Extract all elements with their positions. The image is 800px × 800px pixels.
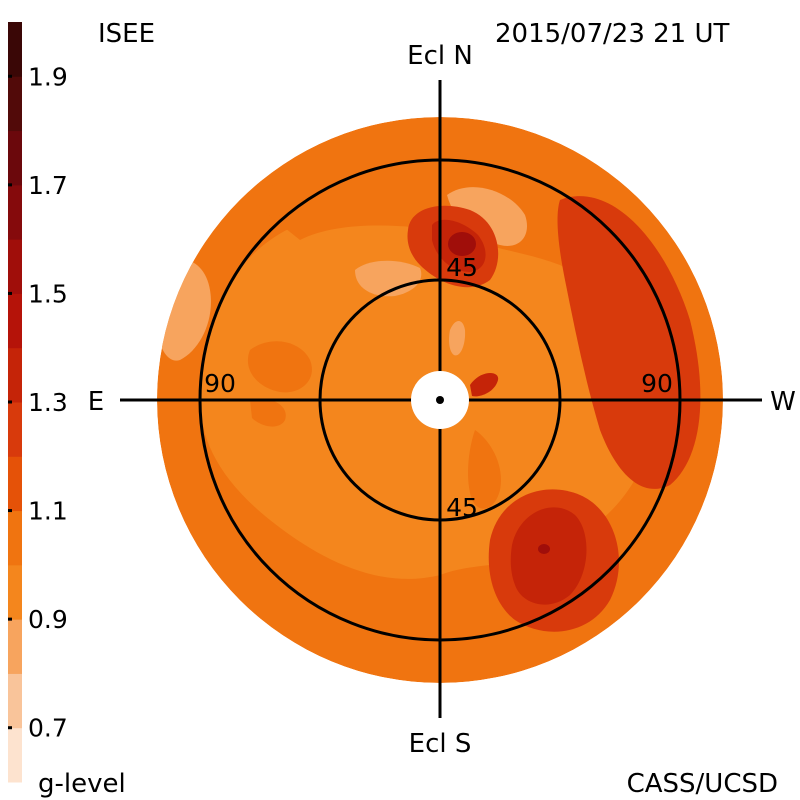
colorbar-tick-label: 0.9 <box>28 605 68 634</box>
map-region <box>470 373 499 397</box>
map-region <box>468 430 501 509</box>
org-label: ISEE <box>98 19 155 49</box>
timestamp-label: 2015/07/23 21 UT <box>495 19 729 49</box>
colorbar-segment <box>8 293 22 349</box>
colorbar-label: g-level <box>38 769 126 799</box>
credit-label: CASS/UCSD <box>627 769 778 799</box>
colorbar-segment <box>8 184 22 240</box>
colorbar-segment <box>8 76 22 132</box>
map-region <box>247 341 312 393</box>
map-region <box>449 321 466 356</box>
map-region <box>355 260 422 297</box>
colorbar-tick-label: 1.5 <box>28 279 68 308</box>
colorbar-tick-mark <box>8 509 12 513</box>
colorbar-segment <box>8 347 22 403</box>
colorbar-segment <box>8 130 22 186</box>
colorbar-segment <box>8 456 22 512</box>
colorbar-tick-mark <box>8 617 12 621</box>
colorbar-segment <box>8 619 22 674</box>
colorbar-tick-label: 1.3 <box>28 388 68 417</box>
map-region <box>447 187 528 246</box>
ring-label-45-bottom: 45 <box>446 493 478 522</box>
colorbar-segment <box>8 22 22 77</box>
colorbar-segment <box>8 727 22 783</box>
colorbar <box>8 22 22 783</box>
colorbar-tick-label: 0.7 <box>28 714 68 743</box>
colorbar-tick-label: 1.7 <box>28 171 68 200</box>
ring-label-90-left: 90 <box>204 369 236 398</box>
colorbar-tick-mark <box>8 400 12 404</box>
colorbar-tick-mark <box>8 726 12 730</box>
ring-label-45-top: 45 <box>446 253 478 282</box>
direction-label-north: Ecl N <box>407 41 473 71</box>
colorbar-segment <box>8 402 22 457</box>
direction-label-west: W <box>770 387 796 417</box>
colorbar-tick-mark <box>8 291 12 295</box>
ring-label-90-right: 90 <box>641 369 673 398</box>
map-region <box>250 398 286 427</box>
direction-label-south: Ecl S <box>409 729 472 759</box>
map-grid <box>120 80 762 718</box>
colorbar-tick-mark <box>8 74 12 78</box>
colorbar-tick-label: 1.1 <box>28 497 68 526</box>
map-region <box>557 196 701 489</box>
colorbar-tick-mark <box>8 183 12 187</box>
map-region <box>510 507 587 605</box>
direction-label-east: E <box>88 387 104 417</box>
map-region <box>448 232 476 256</box>
colorbar-segment <box>8 239 22 294</box>
sun-center-dot <box>436 396 444 404</box>
colorbar-segment <box>8 673 22 729</box>
colorbar-segment <box>8 510 22 566</box>
colorbar-ticks: 1.9 1.7 1.5 1.3 1.1 0.9 0.7 <box>8 62 68 743</box>
map-region <box>538 544 550 554</box>
colorbar-segment <box>8 564 22 620</box>
colorbar-tick-label: 1.9 <box>28 62 68 91</box>
